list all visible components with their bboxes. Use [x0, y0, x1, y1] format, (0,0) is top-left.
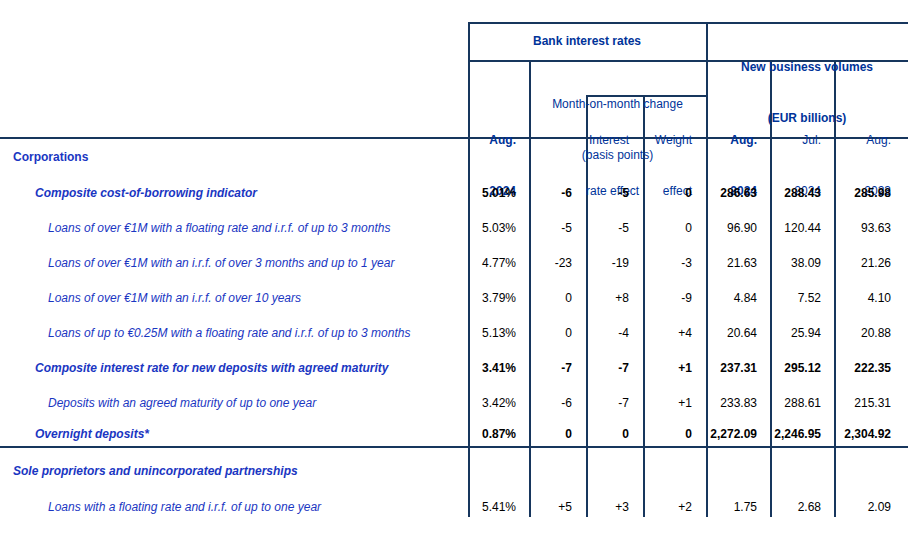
table-row-overnight-deposits: Overnight deposits* 0.87% 0 0 0 2,272.09…	[0, 417, 908, 452]
volume-aug24-cell: 2,272.09	[706, 417, 764, 452]
mom-change-cell: -23	[529, 246, 579, 281]
interest-rate-effect-cell: -5	[586, 211, 636, 246]
table-row-loans-over-1m-floating: Loans of over €1M with a floating rate a…	[0, 211, 908, 246]
mom-change-cell: 0	[529, 281, 579, 316]
row-label: Deposits with an agreed maturity of up t…	[48, 386, 316, 421]
volume-aug24-cell: 237.31	[706, 351, 764, 386]
rate-cell: 5.03%	[468, 211, 523, 246]
volume-aug23-cell: 222.35	[834, 351, 898, 386]
row-label: Composite interest rate for new deposits…	[35, 351, 388, 386]
weight-effect-cell: +4	[643, 316, 699, 351]
weight-effect-cell: -9	[643, 281, 699, 316]
row-label: Loans of over €1M with a floating rate a…	[48, 211, 390, 246]
volume-aug23-cell: 93.63	[834, 211, 898, 246]
weight-effect-cell: -3	[643, 246, 699, 281]
row-label: Composite cost-of-borrowing indicator	[35, 176, 257, 211]
weight-effect-cell: 0	[643, 176, 699, 211]
volume-aug24-cell: 4.84	[706, 281, 764, 316]
table-row-corporations: Corporations	[0, 140, 908, 175]
volume-aug23-cell: 285.98	[834, 176, 898, 211]
volume-jul24-cell: 288.61	[770, 386, 828, 421]
rate-cell: 3.42%	[468, 386, 523, 421]
volume-aug24-cell: 96.90	[706, 211, 764, 246]
rate-cell: 5.01%	[468, 176, 523, 211]
weight-effect-cell: +1	[643, 386, 699, 421]
interest-rate-effect-cell: 0	[586, 417, 636, 452]
row-label: Sole proprietors and unincorporated part…	[13, 454, 298, 489]
mom-change-cell: -5	[529, 211, 579, 246]
volume-aug24-cell: 233.83	[706, 386, 764, 421]
mom-change-cell: 0	[529, 316, 579, 351]
interest-rate-effect-cell: -5	[586, 176, 636, 211]
volume-aug23-cell: 4.10	[834, 281, 898, 316]
rate-cell: 4.77%	[468, 246, 523, 281]
volume-jul24-cell: 120.44	[770, 211, 828, 246]
row-label: Loans of over €1M with an i.r.f. of over…	[48, 246, 394, 281]
mom-change-cell: 0	[529, 417, 579, 452]
mom-change-cell: -7	[529, 351, 579, 386]
volume-jul24-cell: 7.52	[770, 281, 828, 316]
interest-rate-effect-cell: -19	[586, 246, 636, 281]
rate-cell: 5.13%	[468, 316, 523, 351]
weight-effect-cell: +2	[643, 490, 699, 525]
weight-effect-cell: 0	[643, 417, 699, 452]
table-row-loans-over-1m-3mo-1yr: Loans of over €1M with an i.r.f. of over…	[0, 246, 908, 281]
volume-jul24-cell: 25.94	[770, 316, 828, 351]
interest-rates-table: Bank interest rates New business volumes…	[0, 0, 908, 539]
volume-aug24-cell: 21.63	[706, 246, 764, 281]
mom-change-cell: +5	[529, 490, 579, 525]
volume-aug23-cell: 215.31	[834, 386, 898, 421]
table-row-composite-deposits-rate: Composite interest rate for new deposits…	[0, 351, 908, 386]
table-row-loans-up-to-025m: Loans of up to €0.25M with a floating ra…	[0, 316, 908, 351]
table-row-deposits-agreed-maturity: Deposits with an agreed maturity of up t…	[0, 386, 908, 421]
weight-effect-cell: +1	[643, 351, 699, 386]
volume-aug24-cell: 20.64	[706, 316, 764, 351]
group-header-new-business-volumes-line1: New business volumes	[706, 59, 908, 76]
interest-rate-effect-cell: -7	[586, 351, 636, 386]
table-row-sole-proprietors: Sole proprietors and unincorporated part…	[0, 454, 908, 489]
row-label: Overnight deposits*	[35, 417, 149, 452]
volume-aug24-cell: 1.75	[706, 490, 764, 525]
interest-rate-effect-cell: -7	[586, 386, 636, 421]
volume-jul24-cell: 295.12	[770, 351, 828, 386]
mom-change-cell: -6	[529, 176, 579, 211]
volume-aug23-cell: 20.88	[834, 316, 898, 351]
volume-aug23-cell: 2,304.92	[834, 417, 898, 452]
volume-aug23-cell: 2.09	[834, 490, 898, 525]
mom-change-cell: -6	[529, 386, 579, 421]
volume-jul24-cell: 2.68	[770, 490, 828, 525]
rate-cell: 0.87%	[468, 417, 523, 452]
volume-aug24-cell: 286.63	[706, 176, 764, 211]
row-label: Loans with a floating rate and i.r.f. of…	[48, 490, 321, 525]
rate-cell: 5.41%	[468, 490, 523, 525]
volume-jul24-cell: 288.43	[770, 176, 828, 211]
group-header-bank-interest-rates: Bank interest rates	[468, 22, 706, 60]
volume-aug23-cell: 21.26	[834, 246, 898, 281]
table-row-sole-proprietor-loans: Loans with a floating rate and i.r.f. of…	[0, 490, 908, 525]
interest-rate-effect-cell: +3	[586, 490, 636, 525]
rate-cell: 3.41%	[468, 351, 523, 386]
volume-jul24-cell: 2,246.95	[770, 417, 828, 452]
interest-rate-effect-cell: -4	[586, 316, 636, 351]
table-row-composite-cost-of-borrowing: Composite cost-of-borrowing indicator 5.…	[0, 176, 908, 211]
row-label: Loans of over €1M with an i.r.f. of over…	[48, 281, 301, 316]
table-row-loans-over-1m-over-10yr: Loans of over €1M with an i.r.f. of over…	[0, 281, 908, 316]
weight-effect-cell: 0	[643, 211, 699, 246]
rate-cell: 3.79%	[468, 281, 523, 316]
row-label: Corporations	[13, 140, 88, 175]
interest-rate-effect-cell: +8	[586, 281, 636, 316]
volume-jul24-cell: 38.09	[770, 246, 828, 281]
row-label: Loans of up to €0.25M with a floating ra…	[48, 316, 410, 351]
